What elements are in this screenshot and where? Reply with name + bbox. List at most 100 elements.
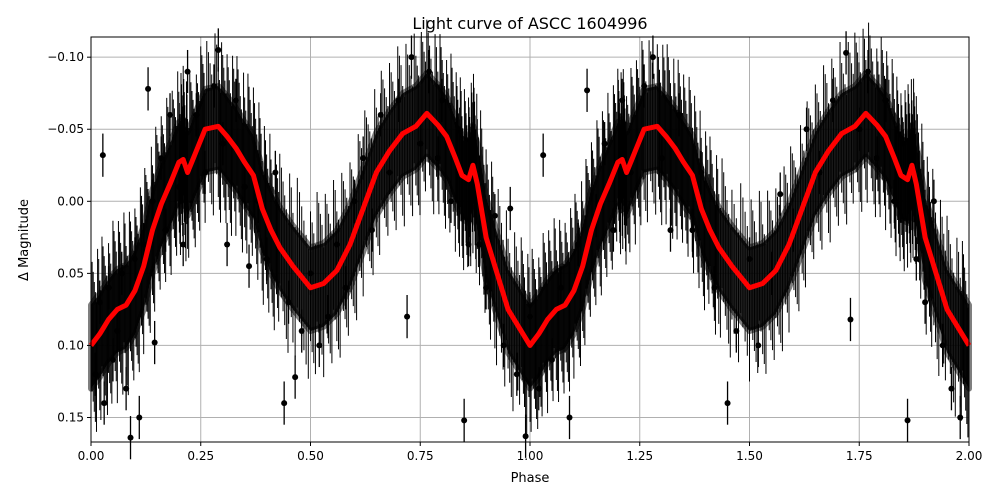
point-marker [263, 255, 270, 262]
data-point [882, 78, 889, 123]
y-axis: −0.10 −0.05 0.00 0.05 0.10 0.15 [47, 50, 91, 424]
point-marker [522, 433, 529, 440]
point-marker [548, 356, 555, 363]
point-marker [755, 342, 762, 349]
point-marker [114, 328, 121, 335]
data-point [149, 179, 156, 223]
x-tick-label: 0.00 [78, 449, 105, 463]
point-marker [900, 140, 907, 147]
data-point [548, 338, 555, 382]
point-marker [426, 68, 433, 75]
data-point [193, 93, 200, 137]
point-marker [386, 169, 393, 176]
point-marker [232, 97, 239, 104]
data-point [557, 266, 564, 310]
data-point [922, 280, 929, 324]
point-marker [698, 169, 705, 176]
point-marker [803, 126, 810, 133]
data-point [619, 78, 626, 123]
point-marker [566, 414, 573, 421]
point-marker [939, 342, 946, 349]
x-tick-label: 0.50 [297, 449, 324, 463]
data-point [483, 266, 490, 310]
point-marker [123, 385, 130, 392]
point-marker [162, 227, 169, 234]
data-point [118, 251, 125, 295]
data-point [368, 208, 375, 252]
point-marker [145, 85, 152, 92]
point-marker [483, 284, 490, 291]
data-point [649, 35, 656, 79]
point-marker [215, 46, 222, 53]
point-marker [930, 198, 937, 205]
data-point [123, 367, 130, 411]
point-marker [219, 140, 226, 147]
data-point [522, 414, 529, 458]
data-point [105, 266, 112, 310]
point-marker [316, 342, 323, 349]
data-point [566, 395, 573, 440]
point-marker [619, 97, 626, 104]
x-tick-label: 1.00 [517, 449, 544, 463]
data-point [210, 64, 217, 108]
point-marker [342, 284, 349, 291]
data-point [241, 165, 248, 209]
data-point [724, 381, 731, 425]
data-point [527, 294, 533, 339]
data-point [891, 179, 898, 223]
data-point [777, 172, 784, 216]
point-marker [333, 241, 340, 248]
x-tick-label: 2.00 [956, 449, 983, 463]
data-point [377, 93, 384, 137]
point-marker [667, 227, 674, 234]
point-marker [777, 191, 784, 198]
data-point [434, 136, 441, 180]
point-marker [904, 417, 911, 424]
data-point [136, 395, 143, 440]
point-marker [272, 169, 279, 176]
x-axis-label: Phase [511, 471, 550, 486]
point-marker [184, 68, 191, 75]
point-marker [829, 97, 836, 104]
point-marker [404, 313, 411, 320]
point-marker [447, 198, 454, 205]
data-point [733, 309, 740, 353]
point-marker [127, 434, 134, 441]
point-marker [601, 140, 608, 147]
x-tick-label: 1.75 [846, 449, 873, 463]
point-marker [109, 356, 116, 363]
x-tick-label: 0.75 [407, 449, 434, 463]
point-marker [746, 255, 753, 262]
point-marker [610, 227, 617, 234]
point-marker [281, 400, 288, 407]
point-marker [285, 299, 292, 306]
point-marker [96, 299, 103, 306]
point-marker [434, 155, 441, 162]
point-marker [92, 371, 99, 378]
data-point [386, 150, 393, 195]
point-marker [151, 339, 158, 346]
data-point [158, 136, 165, 180]
point-marker [105, 284, 112, 291]
point-marker [193, 111, 200, 118]
point-marker [658, 155, 665, 162]
data-point [232, 78, 239, 123]
point-marker [224, 241, 231, 248]
data-point [698, 150, 705, 195]
data-point [658, 136, 665, 180]
data-point [676, 93, 683, 137]
data-point [281, 381, 288, 425]
data-point [360, 136, 367, 180]
data-point [395, 78, 402, 123]
x-tick-label: 1.25 [626, 449, 653, 463]
x-axis: 0.00 0.25 0.50 0.75 1.00 1.25 1.50 1.75 2.00 [78, 442, 983, 463]
point-marker [325, 313, 332, 320]
data-point [755, 323, 762, 368]
point-marker [856, 126, 863, 133]
data-point [263, 237, 270, 281]
data-point [803, 107, 810, 151]
point-marker [456, 126, 463, 133]
data-point [507, 186, 514, 231]
data-point [900, 122, 907, 166]
x-tick-label: 1.50 [736, 449, 763, 463]
